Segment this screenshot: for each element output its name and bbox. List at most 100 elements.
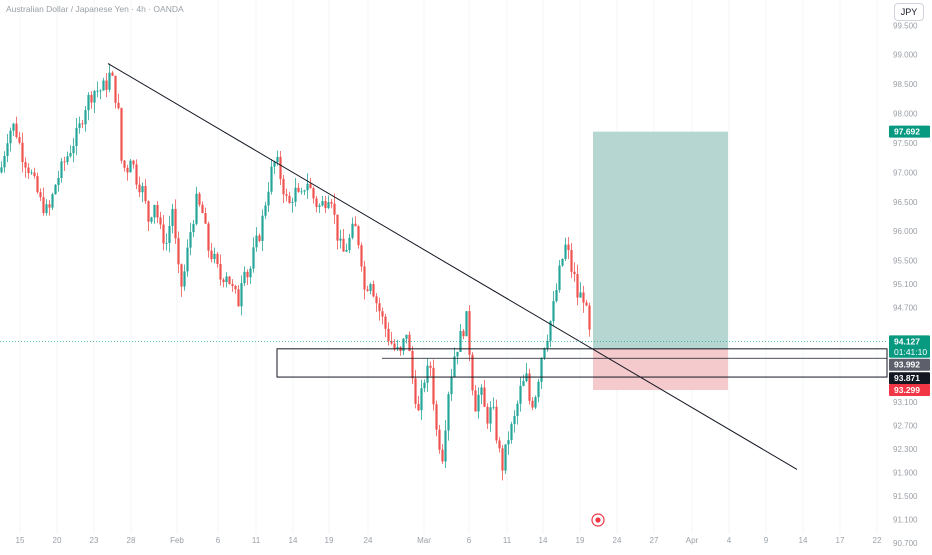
event-marker-icon[interactable] xyxy=(591,513,605,527)
price-badge-label: 93.299 xyxy=(894,385,920,395)
price-tick-label: 99.000 xyxy=(893,51,918,60)
target-zone[interactable] xyxy=(593,131,728,349)
candle-body xyxy=(87,94,90,111)
candle-body xyxy=(117,102,120,109)
time-tick-label: 20 xyxy=(53,536,62,545)
candle-body xyxy=(438,429,441,450)
time-axis[interactable]: 15 20 23 28 Feb 6 11 14 19 24 Mar 6 11 14 19 24 27 Apr 4 9 1… xyxy=(16,536,882,545)
candle-body xyxy=(246,271,249,278)
price-tick-label: 92.300 xyxy=(893,445,918,454)
candle-body xyxy=(0,167,3,173)
candle-body xyxy=(225,276,228,283)
time-tick-label: 4 xyxy=(727,536,732,545)
candle-body xyxy=(531,400,534,408)
price-tick-label: 96.500 xyxy=(893,198,918,207)
price-tick-label: 91.100 xyxy=(893,515,918,524)
candle-body xyxy=(318,205,321,207)
candle-body xyxy=(285,194,288,196)
time-tick-label: 24 xyxy=(364,536,373,545)
candle-body xyxy=(354,223,357,227)
candle-body xyxy=(126,167,129,173)
price-tick-label: 97.500 xyxy=(893,139,918,148)
candle-body xyxy=(216,253,219,264)
candle-body xyxy=(102,80,105,91)
candle-body xyxy=(561,258,564,266)
candle-body xyxy=(471,354,474,391)
candle-body xyxy=(174,209,177,239)
candle-body xyxy=(84,110,87,125)
candle-body xyxy=(9,130,12,144)
price-badge-label: 97.692 xyxy=(894,127,920,137)
candle-body xyxy=(30,172,33,174)
candle-body xyxy=(198,193,201,205)
candle-body xyxy=(165,242,168,244)
support-zone[interactable] xyxy=(276,348,888,378)
time-tick-label: 19 xyxy=(576,536,585,545)
candle-body xyxy=(384,316,387,329)
candle-body xyxy=(147,201,150,222)
candle-body xyxy=(351,223,354,238)
time-tick-label: 15 xyxy=(16,536,25,545)
price-tick-label: 91.900 xyxy=(893,468,918,477)
time-tick-label: 6 xyxy=(467,536,472,545)
time-tick-label: Apr xyxy=(686,536,699,545)
candle-body xyxy=(114,75,117,103)
candle-body xyxy=(192,223,195,233)
price-tick-label: 95.500 xyxy=(893,257,918,266)
candle-body xyxy=(408,334,411,352)
candle-body xyxy=(18,137,21,143)
candle-body xyxy=(315,198,318,207)
price-tick-label: 99.500 xyxy=(893,21,918,30)
drawings[interactable] xyxy=(0,63,888,470)
candle-body xyxy=(135,164,138,185)
price-axis[interactable]: 99.500 99.000 98.500 98.000 97.500 97.000 96.5… xyxy=(893,21,918,548)
price-tick-label: 93.100 xyxy=(893,398,918,407)
candle-body xyxy=(540,358,543,382)
candle-body xyxy=(369,284,372,291)
candle-body xyxy=(357,226,360,246)
stop-zone[interactable] xyxy=(593,348,728,391)
candle-body xyxy=(111,72,114,76)
candle-body xyxy=(402,338,405,351)
candle-body xyxy=(219,263,222,280)
candle-body xyxy=(264,205,267,216)
candle-body xyxy=(231,283,234,287)
candle-body xyxy=(39,192,42,198)
position-zones[interactable] xyxy=(593,131,728,391)
candle-body xyxy=(12,123,15,131)
candle-body xyxy=(495,406,498,441)
candle-body xyxy=(120,108,123,161)
candle-body xyxy=(582,292,585,303)
candle-body xyxy=(45,204,48,214)
candle-body xyxy=(168,225,171,243)
time-tick-label: 17 xyxy=(836,536,845,545)
candle-body xyxy=(282,178,285,195)
currency-button[interactable]: JPY xyxy=(894,3,924,21)
candle-body xyxy=(585,302,588,306)
candle-body xyxy=(426,365,429,383)
candle-body xyxy=(396,347,399,349)
trendline[interactable] xyxy=(107,63,798,470)
candle-body xyxy=(480,387,483,395)
candle-body xyxy=(366,289,369,291)
candle-body xyxy=(330,202,333,204)
candle-body xyxy=(27,167,30,174)
candle-body xyxy=(324,201,327,209)
price-tick-label: 98.500 xyxy=(893,80,918,89)
candle-body xyxy=(78,123,81,128)
candles xyxy=(0,63,591,481)
time-tick-label: 23 xyxy=(90,536,99,545)
price-tick-label: 96.000 xyxy=(893,227,918,236)
time-tick-label: 28 xyxy=(127,536,136,545)
candle-body xyxy=(459,330,462,352)
candle-body xyxy=(252,247,255,269)
price-tick-label: 98.000 xyxy=(893,110,918,119)
price-tick-label: 95.100 xyxy=(893,280,918,289)
event-markers[interactable] xyxy=(591,513,605,527)
price-badge xyxy=(889,345,930,358)
candle-body xyxy=(504,444,507,471)
candle-body xyxy=(537,381,540,398)
candle-body xyxy=(486,406,489,424)
